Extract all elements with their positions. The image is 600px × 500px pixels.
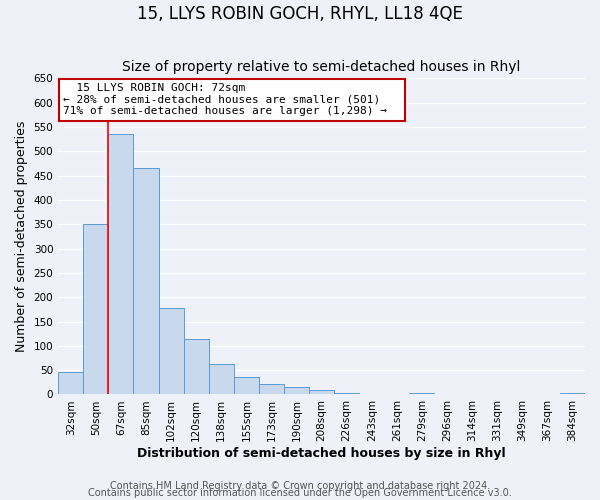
Y-axis label: Number of semi-detached properties: Number of semi-detached properties (15, 121, 28, 352)
Bar (209, 364, 234, 394)
Text: Contains HM Land Registry data © Crown copyright and database right 2024.: Contains HM Land Registry data © Crown c… (110, 481, 490, 491)
Text: Contains public sector information licensed under the Open Government Licence v3: Contains public sector information licen… (88, 488, 512, 498)
Bar (334, 393, 359, 394)
Bar (184, 338, 209, 394)
Title: Size of property relative to semi-detached houses in Rhyl: Size of property relative to semi-detach… (122, 60, 521, 74)
Bar (133, 168, 158, 394)
Bar (284, 387, 309, 394)
Bar (234, 378, 259, 394)
Text: 15, LLYS ROBIN GOCH, RHYL, LL18 4QE: 15, LLYS ROBIN GOCH, RHYL, LL18 4QE (137, 5, 463, 23)
Bar (259, 384, 284, 394)
Bar (83, 224, 109, 394)
Text: 15 LLYS ROBIN GOCH: 72sqm
← 28% of semi-detached houses are smaller (501)
71% of: 15 LLYS ROBIN GOCH: 72sqm ← 28% of semi-… (64, 83, 401, 116)
Bar (58, 372, 83, 394)
Bar (309, 390, 334, 394)
X-axis label: Distribution of semi-detached houses by size in Rhyl: Distribution of semi-detached houses by … (137, 447, 506, 460)
Bar (109, 134, 133, 394)
Bar (158, 308, 184, 394)
